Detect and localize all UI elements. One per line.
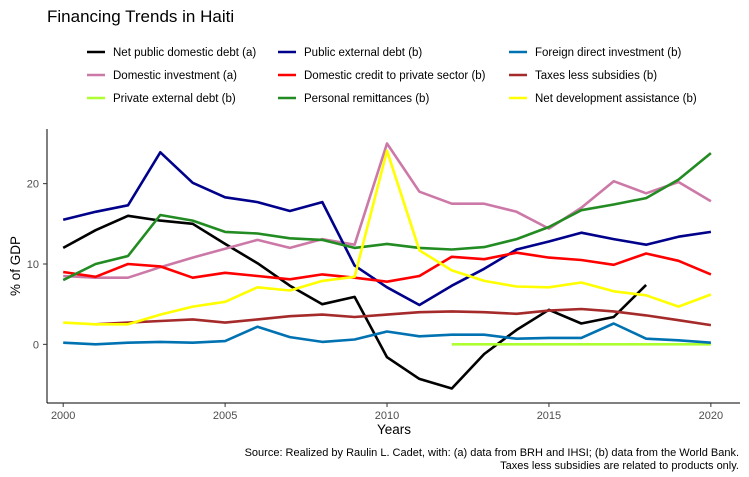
legend-label: Foreign direct investment (b) [535, 47, 682, 59]
plot-area: 2000 2005 2010 2015 2020 0 10 20 [27, 129, 740, 422]
legend-item-2: Domestic investment (a) [87, 70, 237, 82]
series-line-4 [62, 151, 712, 307]
legend-item-9: Net development assistance (b) [509, 93, 697, 105]
series-line-5 [63, 251, 712, 283]
x-tick-label: 2010 [375, 410, 399, 422]
legend-label: Personal remittances (b) [304, 93, 429, 105]
legend-label: Net public domestic debt (a) [113, 47, 256, 59]
caption-line-2: Taxes less subsidies are related to prod… [500, 460, 739, 472]
legend-item-6: Personal remittances (b) [278, 93, 429, 105]
series-line-8 [95, 307, 712, 327]
legend-item-5: Domestic credit to private sector (b) [278, 70, 486, 82]
y-tick-label: 10 [27, 259, 39, 271]
y-tick-label: 20 [27, 179, 39, 191]
legend-label: Taxes less subsidies (b) [535, 70, 657, 82]
x-tick-label: 2005 [213, 410, 237, 422]
legend-item-1: Net public domestic debt (a) [87, 47, 256, 59]
y-axis-title: % of GDP [8, 236, 23, 296]
legend-item-4: Public external debt (b) [278, 47, 422, 59]
series-line-6 [62, 152, 712, 282]
series-line-9 [63, 149, 712, 326]
legend-label: Public external debt (b) [304, 47, 422, 59]
chart-title: Financing Trends in Haiti [47, 7, 234, 26]
legend-label: Net development assistance (b) [535, 93, 697, 105]
x-tick-label: 2020 [699, 410, 723, 422]
caption-line-1: Source: Realized by Raulin L. Cadet, wit… [245, 447, 739, 459]
x-axis-title: Years [377, 422, 411, 437]
x-tick-label: 2015 [537, 410, 561, 422]
legend-label: Domestic credit to private sector (b) [304, 70, 486, 82]
legend: Net public domestic debt (a) Domestic inv… [87, 47, 697, 105]
legend-label: Domestic investment (a) [113, 70, 237, 82]
series-line-2 [63, 142, 712, 279]
y-tick-label: 0 [33, 339, 39, 351]
legend-item-8: Taxes less subsidies (b) [509, 70, 657, 82]
x-tick-label: 2000 [51, 410, 75, 422]
legend-item-3: Private external debt (b) [87, 93, 236, 105]
legend-item-7: Foreign direct investment (b) [509, 47, 682, 59]
legend-label: Private external debt (b) [113, 93, 236, 105]
series-line-7 [63, 322, 711, 346]
